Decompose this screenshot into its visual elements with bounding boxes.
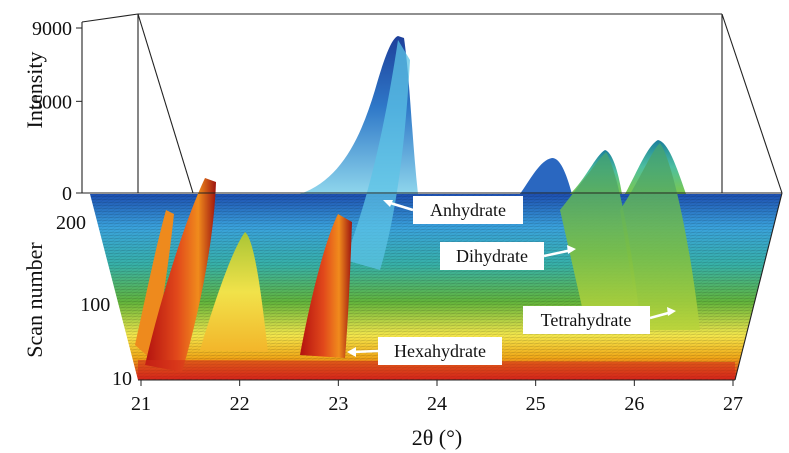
- callout-hexahydrate-arrow: [351, 349, 379, 354]
- x-tick-label: 23: [328, 393, 348, 415]
- callout-hexahydrate: Hexahydrate: [347, 337, 502, 365]
- callout-hexahydrate-box: [378, 337, 502, 365]
- callout-anhydrate-arrowhead: [383, 200, 393, 207]
- x-axis-ticks: 21 22 23 24 25 26 27: [131, 380, 743, 415]
- intensity-tick-label: 9000: [32, 18, 72, 40]
- callout-tetrahydrate-box: [523, 306, 650, 334]
- anhydrate-ridge: [345, 40, 410, 270]
- scan-tick-label: 10: [112, 368, 132, 390]
- tetrahydrate-ridge-2: [620, 143, 700, 330]
- frame-right-diag: [721, 13, 783, 194]
- hexahydrate-peak-3: [200, 232, 268, 352]
- hexahydrate-peak-2: [145, 178, 216, 372]
- scan-axis-title: Scan number: [22, 242, 47, 358]
- callout-tetrahydrate: Tetrahydrate: [523, 306, 676, 334]
- callout-anhydrate-label: Anhydrate: [430, 200, 506, 220]
- plot-box-frame: [81, 13, 783, 194]
- callout-dihydrate: Dihydrate: [440, 242, 576, 270]
- x-tick-label: 21: [131, 393, 151, 415]
- callout-hexahydrate-label: Hexahydrate: [394, 341, 486, 361]
- x-tick-label: 22: [230, 393, 250, 415]
- surface-front-edge: [138, 360, 735, 380]
- callout-anhydrate-box: [413, 196, 523, 224]
- hexahydrate-peak-1: [135, 210, 174, 360]
- callout-hexahydrate-arrowhead: [347, 347, 356, 357]
- dihydrate-peak-1: [520, 158, 572, 194]
- callout-tetrahydrate-arrowhead: [667, 307, 676, 316]
- x-tick-label: 24: [427, 393, 447, 415]
- x-axis-title: 2θ (°): [412, 425, 463, 450]
- callout-dihydrate-arrow: [543, 248, 573, 258]
- intensity-axis-ticks: 0 5000 9000: [32, 18, 82, 205]
- intensity-axis-title: Intensity: [22, 52, 47, 129]
- tetrahydrate-ridge-1: [560, 152, 640, 320]
- x-tick-label: 27: [723, 393, 743, 415]
- callout-anhydrate: Anhydrate: [383, 196, 523, 224]
- scan-tick-label: 100: [80, 294, 110, 316]
- frame-left-diag: [137, 13, 194, 194]
- callout-tetrahydrate-label: Tetrahydrate: [541, 310, 632, 330]
- x-tick-label: 25: [526, 393, 546, 415]
- callout-dihydrate-arrowhead: [567, 245, 576, 254]
- frame-right-front: [734, 192, 783, 381]
- scan-tick-label: 200: [56, 212, 86, 234]
- frame-top-left: [81, 13, 139, 23]
- scan-axis-ticks: 10 100 200: [56, 212, 132, 390]
- intensity-tick-label: 0: [62, 183, 72, 205]
- intensity-tick-label: 5000: [32, 91, 72, 113]
- callout-dihydrate-box: [440, 242, 544, 270]
- hexahydrate-peak-4: [300, 214, 352, 358]
- x-tick-label: 26: [624, 393, 644, 415]
- callout-dihydrate-label: Dihydrate: [456, 246, 528, 266]
